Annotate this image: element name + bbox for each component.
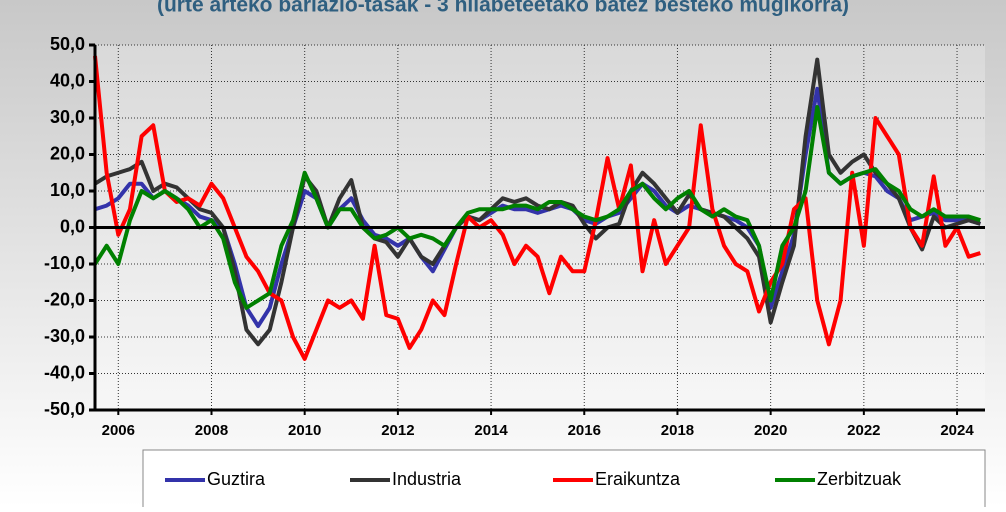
x-tick-label: 2024 (940, 422, 974, 439)
x-tick-label: 2020 (754, 422, 787, 439)
legend-label: Eraikuntza (595, 469, 681, 489)
x-tick-label: 2006 (102, 422, 135, 439)
series-line (93, 55, 981, 361)
x-tick-label: 2008 (195, 422, 228, 439)
y-tick-label: 0,0 (60, 216, 85, 236)
x-tick-label: 2022 (847, 422, 880, 439)
y-tick-label: 30,0 (50, 107, 85, 127)
series-line (93, 57, 981, 347)
y-tick-label: -20,0 (44, 289, 85, 309)
y-tick-label: -40,0 (44, 362, 85, 382)
legend-label: Guztira (207, 469, 266, 489)
chart-title: (urte arteko bariazio-tasak - 3 hilabete… (157, 0, 849, 17)
x-tick-label: 2018 (661, 422, 694, 439)
series-line (93, 105, 981, 310)
y-tick-label: 10,0 (50, 180, 85, 200)
x-tick-label: 2010 (288, 422, 321, 439)
y-tick-label: -50,0 (44, 399, 85, 419)
y-tick-label: 20,0 (50, 143, 85, 163)
x-tick-label: 2014 (474, 422, 508, 439)
x-tick-label: 2016 (568, 422, 601, 439)
legend-label: Zerbitzuak (817, 469, 902, 489)
x-tick-label: 2012 (381, 422, 414, 439)
y-tick-label: -30,0 (44, 326, 85, 346)
y-tick-label: 50,0 (50, 34, 85, 54)
legend-label: Industria (392, 469, 462, 489)
y-tick-label: 40,0 (50, 70, 85, 90)
y-tick-label: -10,0 (44, 253, 85, 273)
